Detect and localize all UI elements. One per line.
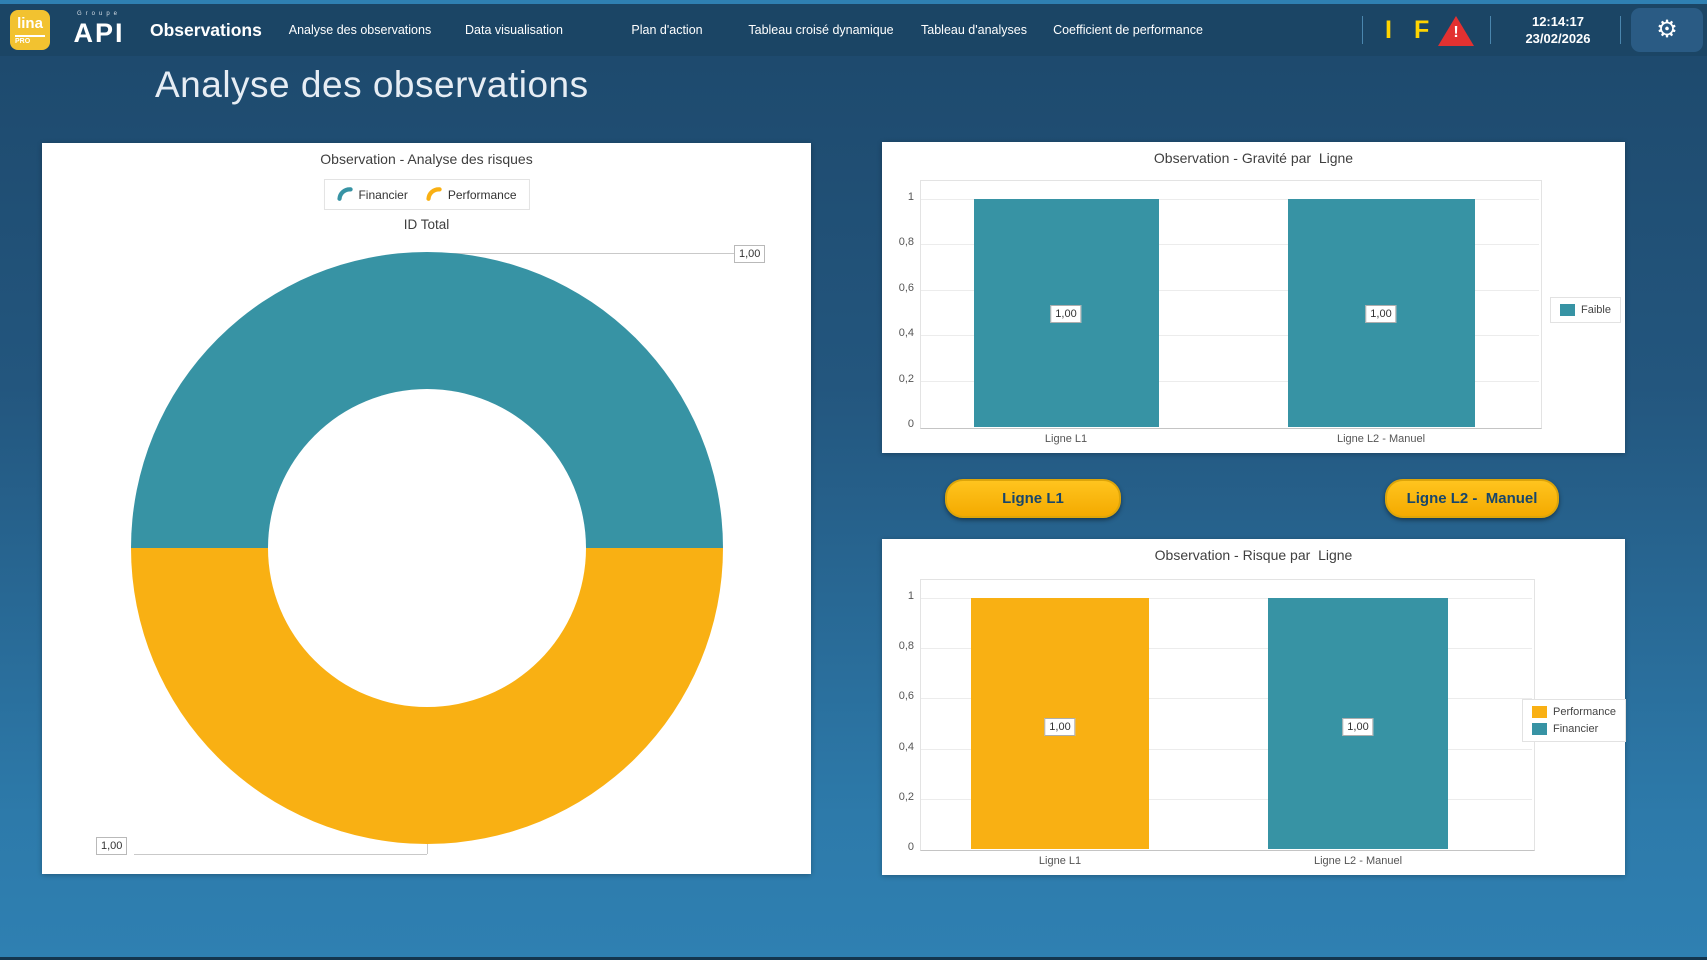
y-tick: 0,4 bbox=[898, 741, 914, 753]
nav-data-visualisation[interactable]: Data visualisation bbox=[465, 22, 563, 37]
legend-item-financier[interactable]: Financier bbox=[336, 186, 408, 203]
gridline bbox=[921, 199, 1539, 200]
gravity-x-label-l1: Ligne L1 bbox=[1044, 433, 1088, 445]
app-title: Observations bbox=[150, 19, 262, 40]
indicator-f: F bbox=[1414, 15, 1430, 44]
gridline bbox=[921, 799, 1532, 800]
settings-button[interactable]: ⚙ bbox=[1631, 8, 1703, 52]
header-divider bbox=[1362, 16, 1363, 44]
gridline bbox=[921, 698, 1532, 699]
callout-line-bottom bbox=[134, 854, 427, 855]
y-tick: 0,6 bbox=[898, 690, 914, 702]
gridline bbox=[921, 648, 1532, 649]
window-bottom-edge bbox=[0, 957, 1707, 960]
gravity-bar-value-l1: 1,00 bbox=[1050, 305, 1082, 323]
faible-swatch bbox=[1560, 304, 1575, 316]
y-tick: 0 bbox=[907, 841, 914, 853]
donut-chart-title: Observation - Analyse des risques bbox=[320, 151, 533, 167]
performance-arc-icon bbox=[426, 187, 442, 201]
risk-bar-value-l2: 1,00 bbox=[1342, 718, 1374, 736]
app-header: lina PRO Groupe API Observations Analyse… bbox=[0, 4, 1707, 56]
risk-analysis-donut-panel: Observation - Analyse des risques Financ… bbox=[42, 143, 811, 874]
legend-item-financier[interactable]: Financier bbox=[1532, 723, 1616, 735]
groupe-api-logo[interactable]: Groupe API bbox=[64, 11, 134, 48]
donut-axis-label: ID Total bbox=[403, 217, 450, 232]
financier-swatch bbox=[1532, 723, 1547, 735]
donut-chart bbox=[131, 252, 723, 844]
warning-triangle-icon[interactable]: ! bbox=[1438, 16, 1474, 46]
gridline bbox=[921, 335, 1539, 336]
y-tick: 1 bbox=[907, 191, 914, 203]
y-tick: 0,6 bbox=[898, 282, 914, 294]
page-title: Analyse des observations bbox=[155, 64, 589, 105]
legend-label-faible: Faible bbox=[1581, 304, 1611, 316]
performance-swatch bbox=[1532, 706, 1547, 718]
lina-pro-logo[interactable]: lina PRO bbox=[10, 10, 50, 50]
risk-x-label-l2: Ligne L2 - Manuel bbox=[1313, 855, 1403, 867]
warning-triangle-shape bbox=[1438, 16, 1474, 46]
warning-exclamation: ! bbox=[1453, 24, 1459, 41]
header-divider bbox=[1490, 16, 1491, 44]
nav-analyse-des-observations[interactable]: Analyse des observations bbox=[288, 22, 432, 37]
gridline bbox=[921, 381, 1539, 382]
gear-icon: ⚙ bbox=[1656, 16, 1678, 43]
donut-hole bbox=[268, 389, 586, 707]
clock-date: 23/02/2026 bbox=[1525, 31, 1591, 46]
header-divider bbox=[1620, 16, 1621, 44]
y-tick: 0,2 bbox=[898, 791, 914, 803]
gridline bbox=[921, 244, 1539, 245]
nav-plan-daction[interactable]: Plan d'action bbox=[631, 22, 703, 37]
callout-line-top bbox=[427, 253, 735, 254]
gravity-x-label-l2: Ligne L2 - Manuel bbox=[1336, 433, 1426, 445]
groupe-text: Groupe bbox=[76, 11, 121, 17]
lina-pro-text: PRO bbox=[15, 38, 31, 45]
donut-value-label-bottom: 1,00 bbox=[96, 837, 128, 855]
legend-item-performance[interactable]: Performance bbox=[1532, 706, 1616, 718]
nav-tableau-croise-dynamique[interactable]: Tableau croisé dynamique bbox=[748, 22, 894, 37]
gravity-bar-panel: Observation - Gravité par Ligne 1 0,8 0,… bbox=[882, 142, 1625, 453]
donut-value-label-top: 1,00 bbox=[734, 245, 766, 263]
ligne-l2-manuel-button[interactable]: Ligne L2 - Manuel bbox=[1385, 479, 1559, 518]
financier-arc-icon bbox=[336, 187, 353, 201]
clock-time: 12:14:17 bbox=[1531, 14, 1585, 29]
y-tick: 0 bbox=[907, 418, 914, 430]
gravity-bar-value-l2: 1,00 bbox=[1365, 305, 1397, 323]
legend-label-performance: Performance bbox=[447, 187, 517, 202]
gridline bbox=[921, 749, 1532, 750]
y-tick: 0,8 bbox=[898, 640, 914, 652]
clock: 12:14:17 23/02/2026 bbox=[1502, 4, 1614, 56]
donut-legend[interactable]: Financier Performance bbox=[323, 179, 530, 210]
ligne-l1-button[interactable]: Ligne L1 bbox=[945, 479, 1121, 518]
y-tick: 0,8 bbox=[898, 236, 914, 248]
window-top-strip bbox=[0, 0, 1707, 4]
y-tick: 0,2 bbox=[898, 373, 914, 385]
callout-line-bottom-v bbox=[427, 844, 428, 854]
risk-chart-title: Observation - Risque par Ligne bbox=[1154, 547, 1353, 563]
legend-label-performance: Performance bbox=[1553, 706, 1616, 718]
gravity-chart-title: Observation - Gravité par Ligne bbox=[1153, 150, 1354, 166]
lina-logo-text: lina bbox=[15, 13, 45, 37]
indicator-i: I bbox=[1385, 15, 1392, 44]
api-text: API bbox=[73, 18, 125, 48]
nav-tableau-danalyses[interactable]: Tableau d'analyses bbox=[921, 22, 1027, 37]
y-tick: 1 bbox=[907, 590, 914, 602]
legend-item-faible[interactable]: Faible bbox=[1560, 304, 1611, 316]
legend-label-financier: Financier bbox=[1553, 723, 1599, 735]
legend-item-performance[interactable]: Performance bbox=[426, 186, 517, 203]
y-tick: 0,4 bbox=[898, 327, 914, 339]
risk-bar-panel: Observation - Risque par Ligne 1 0,8 0,6… bbox=[882, 539, 1626, 875]
gravity-legend[interactable]: Faible bbox=[1550, 297, 1621, 323]
risk-x-label-l1: Ligne L1 bbox=[1038, 855, 1082, 867]
risk-legend[interactable]: Performance Financier bbox=[1522, 699, 1626, 742]
risk-bar-value-l1: 1,00 bbox=[1044, 718, 1076, 736]
gridline bbox=[921, 290, 1539, 291]
legend-label-financier: Financier bbox=[358, 187, 408, 202]
gridline bbox=[921, 598, 1532, 599]
nav-coefficient-de-performance[interactable]: Coefficient de performance bbox=[1053, 22, 1203, 37]
